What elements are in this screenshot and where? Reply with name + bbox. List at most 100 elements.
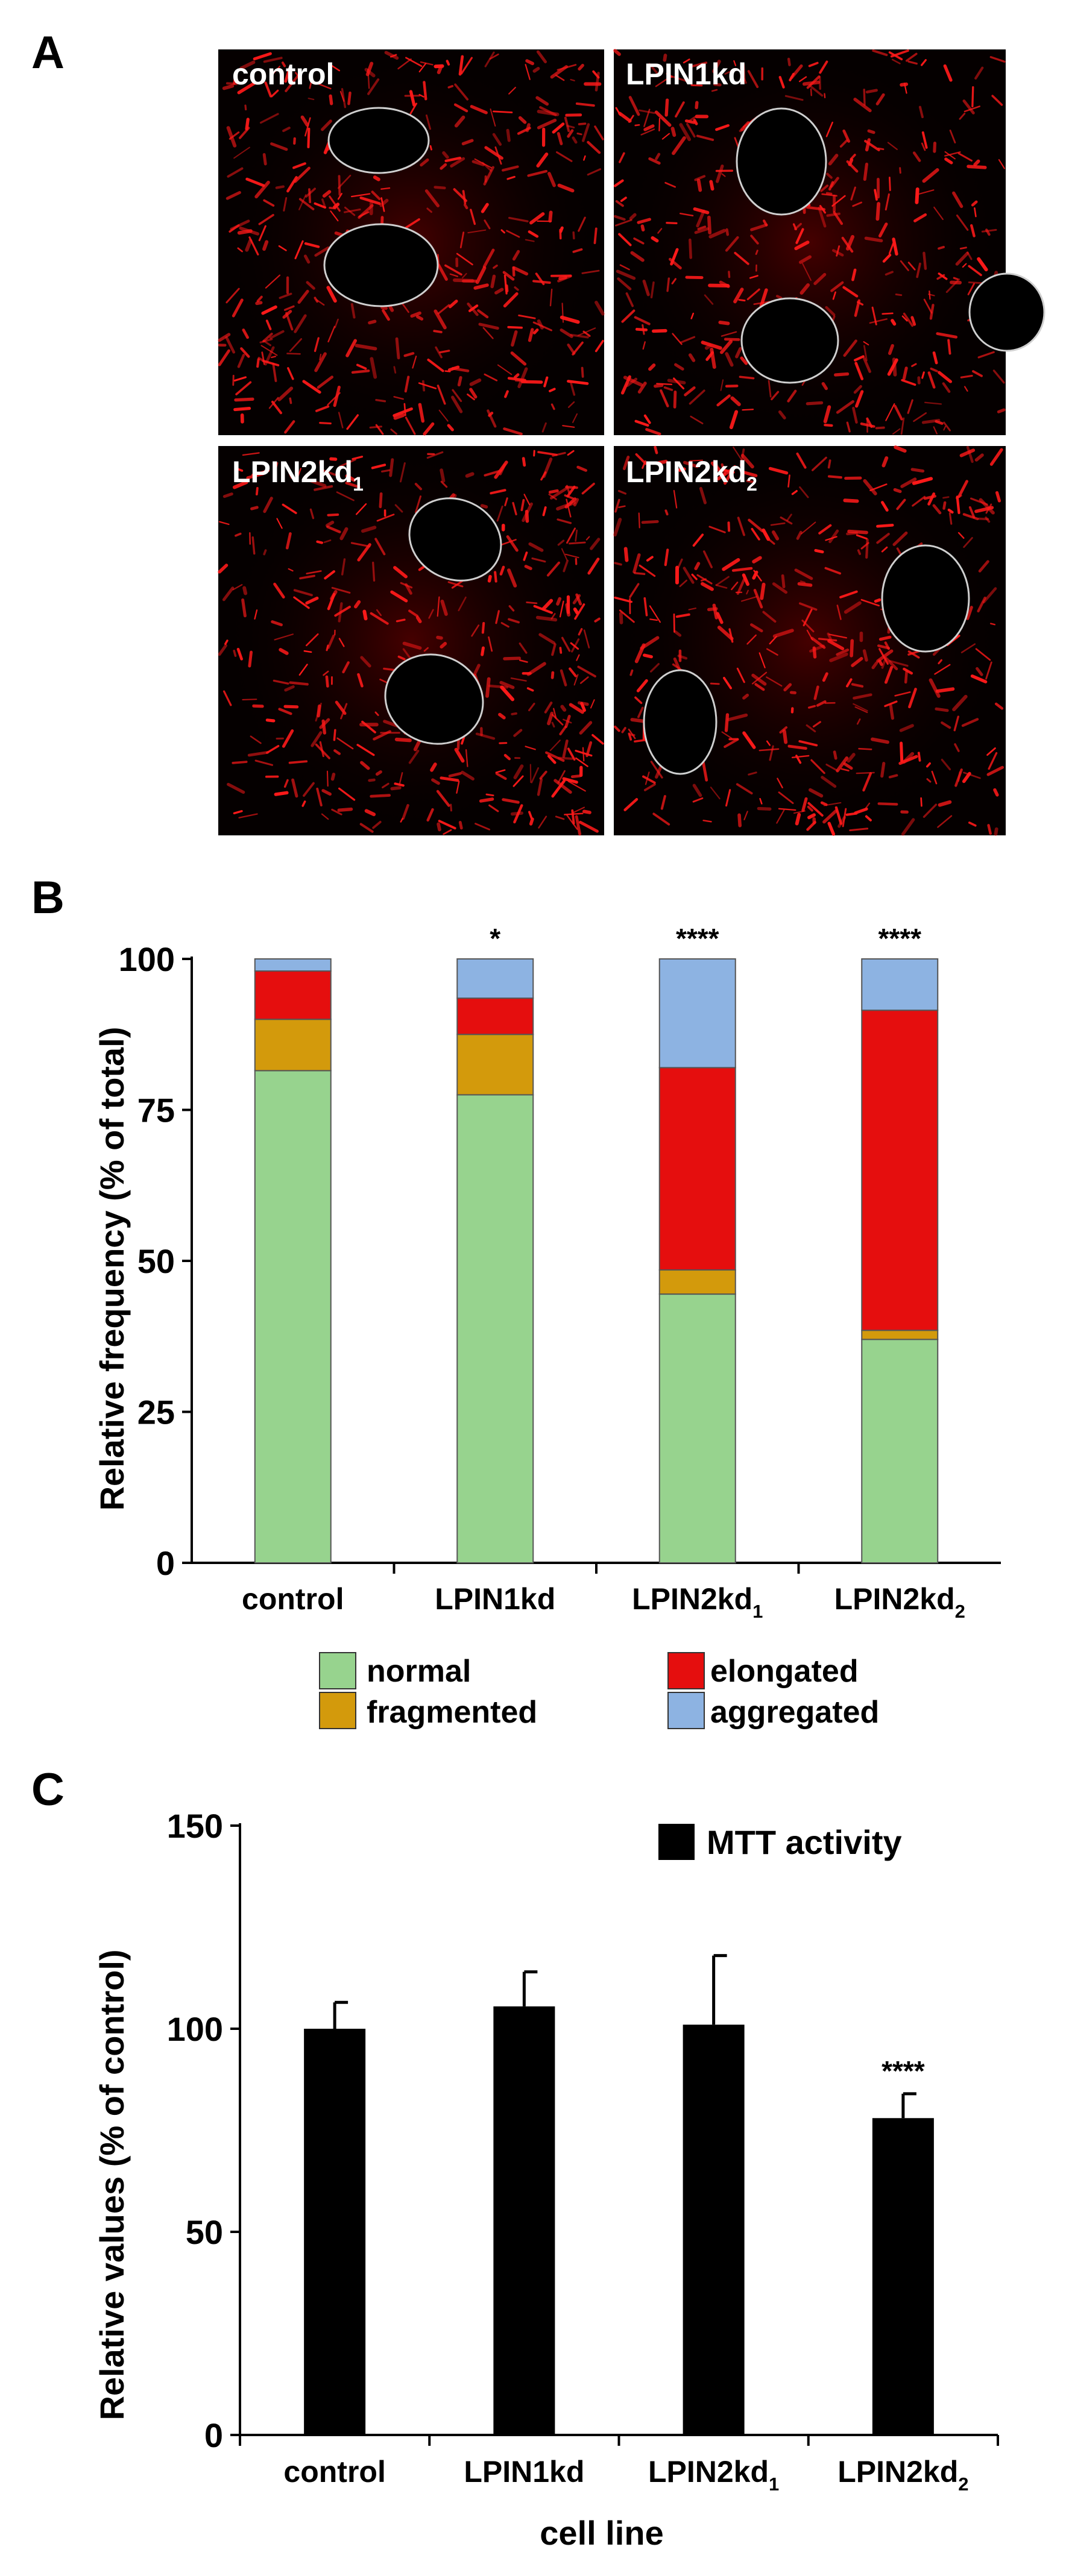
mitochondria-mark [222, 586, 235, 602]
mitochondria-mark [953, 277, 959, 280]
mitochondria-mark [792, 223, 797, 231]
mitochondria-mark [929, 304, 935, 320]
mitochondria-mark [218, 521, 230, 526]
mitochondria-mark [821, 382, 828, 391]
mitochondria-mark [887, 358, 898, 376]
mitochondria-mark [510, 351, 527, 366]
mitochondria-mark [528, 542, 544, 552]
mitochondria-mark [399, 462, 406, 483]
mitochondria-mark [485, 677, 491, 698]
mitochondria-mark [513, 373, 520, 379]
mitochondria-mark [471, 624, 480, 637]
mitochondria-mark [692, 533, 704, 547]
mitochondria-mark [824, 567, 842, 575]
mitochondria-mark [567, 401, 575, 408]
mitochondria-mark [314, 246, 330, 257]
mitochondria-mark [725, 228, 730, 236]
mitochondria-mark [985, 516, 991, 523]
mitochondria-mark [679, 123, 692, 142]
mitochondria-mark [825, 306, 836, 316]
mitochondria-mark [465, 749, 468, 767]
chart-b-axes: 0 25 50 75 100 [119, 940, 1001, 1582]
mitochondria-mark [877, 644, 891, 650]
mitochondria-mark [777, 778, 783, 788]
mitochondria-mark [357, 673, 364, 688]
mitochondria-mark [971, 200, 978, 207]
mitochondria-mark [842, 129, 851, 143]
mitochondria-mark [248, 650, 253, 668]
mitochondria-mark [289, 338, 303, 352]
mitochondria-mark [447, 85, 454, 89]
mitochondria-mark [314, 337, 320, 353]
mitochondria-mark [499, 680, 515, 690]
mitochondria-mark [724, 338, 740, 341]
mitochondria-mark [966, 606, 973, 620]
mitochondria-mark [693, 207, 710, 215]
mitochondria-mark [337, 174, 352, 189]
mitochondria-mark [382, 309, 390, 321]
panel-a-letter: A [31, 27, 65, 78]
mitochondria-mark [882, 253, 892, 263]
mitochondria-mark [270, 142, 288, 151]
mitochondria-mark [233, 649, 237, 657]
mitochondria-mark [885, 403, 895, 421]
mitochondria-mark [282, 729, 294, 748]
mitochondria-mark [720, 339, 733, 354]
mitochondria-mark [810, 636, 826, 649]
mitochondria-mark [867, 129, 875, 134]
mitochondria-mark [943, 421, 951, 432]
mitochondria-mark [583, 155, 586, 161]
mitochondria-mark [303, 254, 311, 264]
mitochondria-mark [566, 814, 578, 830]
mitochondria-mark [508, 618, 520, 624]
mitochondria-mark [380, 197, 385, 212]
mitochondria-mark [889, 704, 894, 720]
mitochondria-mark [582, 809, 591, 814]
mitochondria-mark [389, 458, 394, 477]
mitochondria-mark [298, 198, 315, 210]
mitochondria-mark [256, 295, 263, 303]
mitochondria-mark [674, 363, 684, 371]
mitochondria-mark [948, 512, 953, 525]
mitochondria-mark [475, 266, 487, 284]
mitochondria-mark [562, 425, 575, 428]
mitochondria-mark [271, 66, 281, 75]
mitochondria-mark [370, 612, 389, 625]
mitochondria-mark [957, 152, 973, 162]
mitochondria-mark [338, 787, 356, 801]
mitochondria-mark [319, 353, 322, 361]
mitochondria-mark [775, 295, 783, 300]
mitochondria-mark [470, 105, 488, 115]
mitochondria-mark [287, 367, 294, 380]
mitochondria-mark [572, 413, 578, 423]
mitochondria-mark [701, 341, 722, 350]
error-bar [712, 1954, 727, 2025]
mitochondria-mark [938, 272, 948, 280]
mitochondria-mark [962, 771, 971, 784]
mitochondria-mark [549, 288, 553, 307]
mitochondria-mark [547, 711, 554, 726]
chart-b-ylabel: Relative frequency (% of total) [93, 1027, 131, 1511]
mitochondria-mark [537, 451, 558, 456]
mitochondria-mark [575, 529, 578, 542]
mitochondria-mark [882, 312, 894, 315]
mitochondria-mark [915, 187, 919, 204]
chart-c-ylabel: Relative values (% of control) [93, 1949, 131, 2420]
mitochondria-mark [552, 122, 565, 134]
mitochondria-mark [319, 422, 332, 425]
mitochondria-mark [434, 309, 447, 330]
mitochondria-mark [769, 745, 774, 761]
mitochondria-mark [628, 115, 634, 123]
mitochondria-mark [689, 459, 704, 462]
mitochondria-mark [997, 408, 1006, 413]
mitochondria-mark [875, 202, 881, 221]
mitochondria-mark [684, 386, 696, 397]
mitochondria-mark [329, 94, 333, 105]
mitochondria-mark [828, 154, 839, 166]
mitochondria-mark [338, 638, 345, 647]
mitochondria-mark [702, 820, 712, 823]
mitochondria-mark [721, 173, 726, 177]
mitochondria-mark [975, 648, 991, 661]
mitochondria-mark [822, 672, 828, 682]
mitochondria-mark [654, 110, 672, 127]
